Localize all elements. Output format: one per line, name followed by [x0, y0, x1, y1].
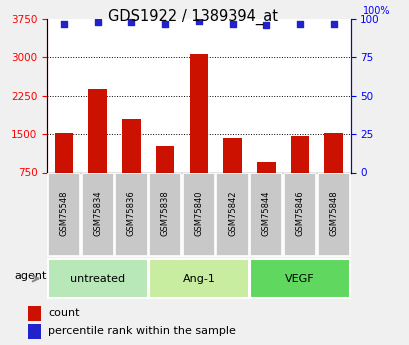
Bar	[189, 54, 208, 172]
Text: GSM75846: GSM75846	[295, 190, 304, 236]
Bar	[88, 89, 107, 172]
Text: GSM75834: GSM75834	[93, 190, 102, 236]
Bar	[256, 162, 275, 172]
Bar	[122, 119, 140, 172]
FancyBboxPatch shape	[81, 173, 114, 256]
Text: GSM75840: GSM75840	[194, 190, 203, 236]
FancyBboxPatch shape	[249, 259, 349, 298]
Text: GSM75836: GSM75836	[127, 190, 136, 236]
Bar	[290, 136, 308, 172]
Text: 100%: 100%	[362, 6, 389, 16]
Text: GSM75848: GSM75848	[328, 190, 337, 236]
Bar	[28, 306, 41, 321]
Point	[262, 22, 269, 28]
FancyBboxPatch shape	[182, 173, 214, 256]
Bar	[324, 133, 342, 172]
Text: GSM75844: GSM75844	[261, 190, 270, 236]
Text: untreated: untreated	[70, 274, 125, 284]
FancyBboxPatch shape	[148, 173, 181, 256]
Bar	[223, 138, 241, 172]
Point	[61, 21, 67, 26]
Text: VEGF: VEGF	[285, 274, 314, 284]
FancyBboxPatch shape	[48, 173, 80, 256]
Text: Ang-1: Ang-1	[182, 274, 215, 284]
Text: GSM75842: GSM75842	[227, 190, 236, 236]
Point	[195, 18, 202, 23]
Point	[330, 21, 336, 26]
FancyBboxPatch shape	[249, 173, 282, 256]
Text: percentile rank within the sample: percentile rank within the sample	[48, 326, 236, 336]
Point	[229, 21, 235, 26]
Point	[162, 21, 168, 26]
FancyBboxPatch shape	[317, 173, 349, 256]
FancyBboxPatch shape	[115, 173, 147, 256]
FancyBboxPatch shape	[283, 173, 315, 256]
Text: GSM75548: GSM75548	[59, 190, 68, 236]
Text: GDS1922 / 1389394_at: GDS1922 / 1389394_at	[108, 9, 277, 25]
Point	[94, 19, 101, 25]
Point	[296, 21, 303, 26]
FancyBboxPatch shape	[48, 259, 147, 298]
Bar	[155, 146, 174, 172]
FancyBboxPatch shape	[216, 173, 248, 256]
Text: GSM75838: GSM75838	[160, 190, 169, 236]
Text: agent: agent	[14, 272, 46, 282]
Point	[128, 19, 135, 25]
FancyBboxPatch shape	[148, 259, 248, 298]
Text: count: count	[48, 308, 79, 318]
Bar	[28, 324, 41, 338]
Bar	[55, 132, 73, 172]
